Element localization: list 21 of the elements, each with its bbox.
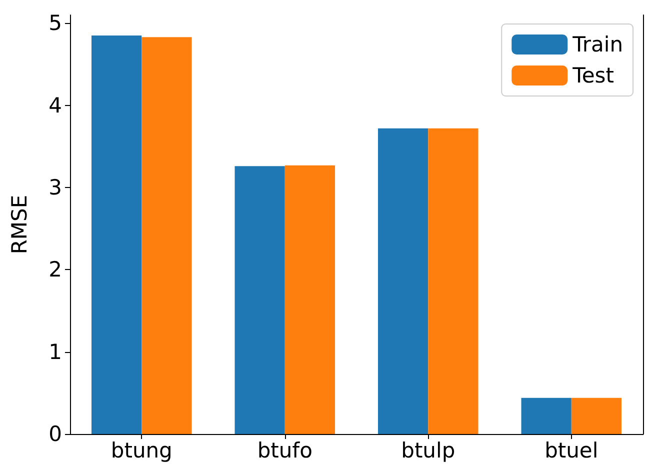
bar bbox=[378, 128, 428, 434]
y-tick-label: 2 bbox=[48, 258, 62, 282]
y-tick-label: 1 bbox=[48, 340, 62, 364]
legend-label: Test bbox=[572, 64, 614, 88]
bar bbox=[428, 128, 478, 434]
y-tick-label: 5 bbox=[48, 11, 62, 36]
bar bbox=[284, 165, 336, 434]
y-tick-label: 0 bbox=[48, 422, 62, 446]
bar bbox=[234, 166, 285, 434]
bar bbox=[571, 398, 622, 434]
x-tick-label: btulp bbox=[401, 438, 456, 462]
y-tick-label: 3 bbox=[48, 176, 62, 200]
bar bbox=[142, 37, 192, 434]
y-tick-label: 4 bbox=[48, 93, 62, 118]
legend-label: Train bbox=[572, 32, 624, 56]
x-tick-label: btufo bbox=[257, 438, 312, 462]
bar bbox=[521, 398, 572, 434]
x-tick-label: btuel bbox=[544, 438, 598, 462]
y-axis-title: RMSE bbox=[8, 194, 32, 254]
bar bbox=[91, 36, 142, 434]
x-tick-label: btung bbox=[110, 438, 172, 462]
